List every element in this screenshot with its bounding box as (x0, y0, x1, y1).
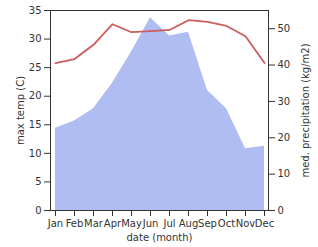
svg-text:40: 40 (278, 59, 291, 70)
svg-text:Aug: Aug (179, 218, 199, 229)
svg-text:Jun: Jun (142, 218, 159, 229)
svg-text:20: 20 (278, 132, 291, 143)
svg-text:10: 10 (29, 148, 42, 159)
svg-text:med. precipitation (kg/m2): med. precipitation (kg/m2) (300, 43, 311, 177)
svg-text:30: 30 (278, 96, 291, 107)
svg-text:May: May (121, 218, 142, 229)
svg-text:Oct: Oct (218, 218, 235, 229)
svg-text:5: 5 (35, 176, 41, 187)
svg-text:50: 50 (278, 23, 291, 34)
svg-text:max temp (C): max temp (C) (15, 76, 26, 145)
svg-text:Feb: Feb (66, 218, 84, 229)
svg-text:10: 10 (278, 168, 291, 179)
svg-text:15: 15 (29, 119, 42, 130)
svg-text:date (month): date (month) (127, 232, 193, 243)
svg-text:Mar: Mar (84, 218, 104, 229)
svg-text:Apr: Apr (104, 218, 122, 229)
svg-text:0: 0 (35, 205, 41, 216)
svg-text:25: 25 (29, 62, 42, 73)
svg-text:Nov: Nov (236, 218, 256, 229)
svg-text:Jan: Jan (47, 218, 63, 229)
svg-text:30: 30 (29, 33, 42, 44)
svg-text:Sep: Sep (198, 218, 217, 229)
svg-text:Dec: Dec (255, 218, 274, 229)
svg-text:Jul: Jul (162, 218, 175, 229)
svg-text:0: 0 (278, 205, 284, 216)
svg-text:20: 20 (29, 90, 42, 101)
svg-text:35: 35 (29, 5, 42, 16)
